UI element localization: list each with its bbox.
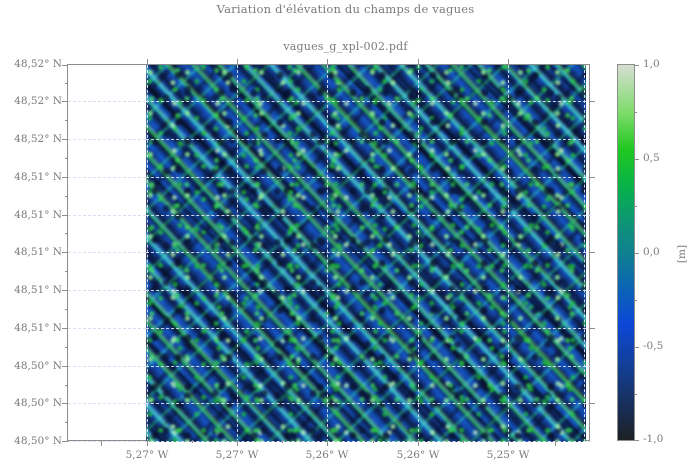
x-tick-label: 5,26° W [305,449,349,461]
y-axis-tick [62,366,68,367]
y-tick-label: 48,50° N [14,435,62,447]
wave-elevation-heatmap [146,65,586,442]
colorbar-minor-tick [634,112,637,113]
heatmap-smoothing-layer [146,65,586,442]
figure-subtitle: vagues_g_xpl-002.pdf [283,40,408,53]
x-axis-minor-tick [192,440,193,443]
y-tick-label: 48,51° N [14,246,62,258]
colorbar-tick-label: 1,0 [643,58,660,70]
y-axis-minor-tick [65,120,68,121]
x-axis-tick [101,440,102,446]
x-tick-label: 5,25° W [486,449,530,461]
y-axis-minor-tick [65,196,68,197]
y-axis-minor-tick [65,385,68,386]
gridline-horizontal [68,252,146,253]
plot-area [62,59,595,446]
x-axis-tick [327,440,328,446]
x-axis-tick-top [147,59,148,65]
y-axis-tick-right [589,101,595,102]
y-axis-minor-tick [65,158,68,159]
y-axis-tick [62,215,68,216]
colorbar-gradient [618,65,634,440]
y-axis-minor-tick [65,83,68,84]
y-axis-tick-right [589,252,595,253]
x-axis-tick [418,440,419,446]
colorbar-tick [634,65,639,66]
y-axis-tick [62,65,68,66]
y-axis-minor-tick [65,233,68,234]
y-axis-minor-tick [65,422,68,423]
y-axis-tick [62,328,68,329]
y-tick-label: 48,51° N [14,322,62,334]
gridline-horizontal [68,177,146,178]
x-axis-minor-tick [463,440,464,443]
colorbar-minor-tick [634,300,637,301]
y-axis-tick [62,441,68,442]
x-tick-label: 5,26° W [396,449,440,461]
colorbar-tick-label: -0,5 [643,340,664,352]
x-axis-tick-top [508,59,509,65]
x-axis-tick-top [327,59,328,65]
x-axis-tick [555,440,556,446]
y-axis-tick [62,139,68,140]
y-axis-minor-tick [65,347,68,348]
colorbar [617,64,639,441]
y-axis-tick [62,177,68,178]
gridline-horizontal [68,215,146,216]
y-tick-label: 48,52° N [14,95,62,107]
y-tick-label: 48,51° N [14,209,62,221]
y-axis-tick-right [589,328,595,329]
colorbar-tick-label: 0,0 [643,246,660,258]
page-title: Variation d'élévation du champs de vague… [216,2,475,16]
colorbar-tick [634,440,639,441]
y-axis-tick [62,290,68,291]
y-tick-label: 48,50° N [14,397,62,409]
gridline-horizontal [68,366,146,367]
colorbar-minor-tick [634,206,637,207]
gridline-horizontal [68,139,146,140]
colorbar-tick [634,347,639,348]
y-tick-label: 48,50° N [14,360,62,372]
y-axis-minor-tick [65,309,68,310]
colorbar-tick [634,253,639,254]
colorbar-tick-label: 0,5 [643,152,660,164]
x-axis-tick-top [418,59,419,65]
gridline-horizontal [68,290,146,291]
x-tick-label: 5,27° W [215,449,259,461]
x-axis-tick [508,440,509,446]
x-axis-minor-tick [373,440,374,443]
y-axis-tick-right [589,403,595,404]
y-axis-tick [62,252,68,253]
colorbar-unit-label: [m] [676,244,689,264]
colorbar-tick-label: -1,0 [643,433,664,445]
x-axis-minor-tick [282,440,283,443]
y-axis-tick [62,101,68,102]
y-axis-tick-right [589,177,595,178]
gridline-horizontal [68,101,146,102]
colorbar-minor-tick [634,394,637,395]
colorbar-tick [634,159,639,160]
x-axis-tick [147,440,148,446]
gridline-horizontal [68,403,146,404]
y-tick-label: 48,52° N [14,58,62,70]
y-axis-tick [62,403,68,404]
y-tick-label: 48,52° N [14,133,62,145]
gridline-horizontal [68,441,146,442]
y-tick-label: 48,51° N [14,284,62,296]
y-tick-label: 48,51° N [14,171,62,183]
x-tick-label: 5,27° W [125,449,169,461]
gridline-horizontal [68,328,146,329]
x-axis-tick-top [237,59,238,65]
y-axis-minor-tick [65,271,68,272]
x-axis-tick [237,440,238,446]
